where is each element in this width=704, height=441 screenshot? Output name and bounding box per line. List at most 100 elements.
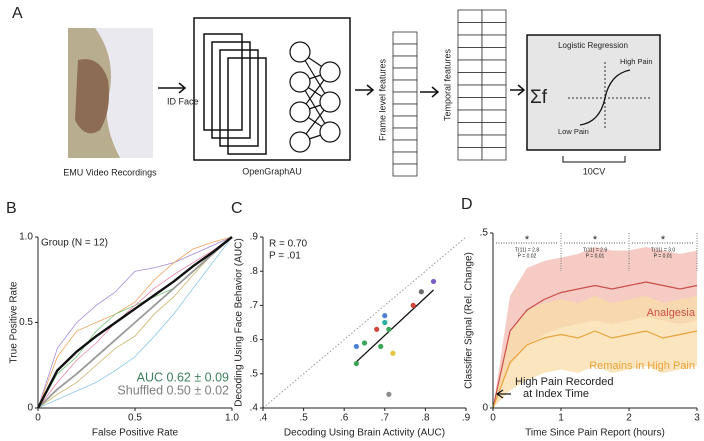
arrow-head [178, 82, 187, 94]
x-axis-label: Time Since Pain Report (hours) [525, 428, 665, 439]
cell [392, 79, 418, 93]
series-line [492, 330, 698, 409]
annotation: R = 0.70 [269, 239, 308, 250]
panel-label: D [461, 196, 473, 213]
series-line [37, 236, 233, 409]
x-tick-label: 1.0 [225, 413, 239, 424]
sig-stat: P = 0.01 [654, 253, 673, 259]
classifier-title: Logistic Regression [558, 41, 628, 50]
cell [392, 91, 418, 105]
point [374, 326, 380, 332]
x-tick-label: 1 [558, 413, 564, 424]
network [289, 41, 341, 153]
y-axis-label: Decoding Using Face Behavior (AUC) [234, 238, 245, 406]
annotation: at Index Time [523, 388, 589, 400]
cell [392, 127, 418, 141]
cv-label: 10CV [583, 166, 606, 176]
series-line [492, 281, 698, 409]
cell [457, 97, 483, 111]
cell [392, 67, 418, 81]
cell [457, 134, 483, 148]
annotation: High Pain Recorded [515, 376, 613, 388]
x-tick-label: .4 [259, 413, 268, 424]
cell [481, 72, 507, 86]
cell [481, 47, 507, 61]
caption: EMU Video Recordings [63, 167, 157, 177]
error-band [493, 296, 697, 408]
arrow-head [495, 389, 504, 399]
series-line [36, 236, 233, 409]
headwrap [95, 28, 153, 158]
point [382, 313, 388, 319]
point [390, 350, 396, 356]
cell [392, 115, 418, 129]
frame-feature-column [392, 31, 418, 177]
y-tick-label: .9 [250, 232, 259, 243]
x-tick-label: .9 [462, 413, 471, 424]
series-line [37, 236, 233, 409]
chart-title: Group (N = 12) [41, 238, 108, 249]
arrow-head [431, 86, 440, 98]
cell [392, 31, 418, 45]
annotation: P = .01 [269, 251, 301, 262]
step-label: ID Face [167, 96, 199, 106]
sig-stat: T(11) = 2.9 [583, 247, 607, 253]
y-tick-label: 1.0 [19, 232, 33, 243]
point [410, 302, 416, 308]
cell [481, 147, 507, 161]
x-tick-label: .8 [421, 413, 430, 424]
series-line [37, 236, 233, 409]
point [382, 319, 388, 326]
cell [457, 22, 483, 36]
temporal-features-label: Temporal features [442, 48, 452, 121]
point [361, 340, 368, 346]
y-tick-label: .5 [250, 368, 259, 379]
cell [481, 122, 507, 136]
y-tick-label: .4 [250, 403, 259, 414]
annotation: Shuffled 0.50 ± 0.02 [117, 383, 229, 397]
series-line [37, 236, 233, 409]
sig-star: * [525, 234, 530, 246]
low-label: Low Pain [558, 127, 589, 136]
annotation: AUC 0.62 ± 0.09 [137, 370, 229, 384]
cell [457, 34, 483, 48]
cell [481, 84, 507, 98]
high-label: High Pain [620, 57, 653, 66]
cell [481, 59, 507, 73]
cv-bracket [562, 156, 626, 163]
series-label: Remains in High Pain [589, 360, 695, 372]
layer [227, 57, 267, 155]
sig-stat: T(11) = 2.8 [515, 247, 539, 253]
series-line [37, 236, 233, 409]
y-tick-label: .7 [250, 300, 259, 311]
cell [481, 109, 507, 123]
layer [219, 49, 259, 147]
point [378, 343, 384, 350]
layer [211, 41, 251, 139]
x-tick-label: .6 [340, 413, 349, 424]
x-tick-label: 0 [35, 413, 41, 424]
cell [392, 55, 418, 69]
error-band [493, 247, 697, 408]
cell [392, 139, 418, 153]
identity-line [262, 236, 467, 409]
point [386, 391, 392, 397]
sig-stat: P = 0.01 [586, 253, 605, 259]
panel-label: B [6, 200, 17, 217]
y-tick-label: .5 [480, 228, 489, 239]
cell [457, 109, 483, 123]
arrow-head [366, 84, 375, 96]
point [430, 278, 437, 285]
cell [392, 43, 418, 57]
y-tick-label: .8 [250, 266, 259, 277]
cell [481, 22, 507, 36]
y-tick-label: .6 [250, 334, 259, 345]
cell [392, 163, 418, 177]
model-label: OpenGraphAU [242, 166, 302, 176]
point [386, 326, 392, 332]
classifier-box [526, 34, 661, 151]
frame-features-label: Frame level features [377, 58, 387, 141]
sig-stat: P = 0.02 [518, 253, 537, 259]
sigmoid [579, 69, 631, 126]
y-axis-label: True Positive Rate [9, 281, 20, 363]
